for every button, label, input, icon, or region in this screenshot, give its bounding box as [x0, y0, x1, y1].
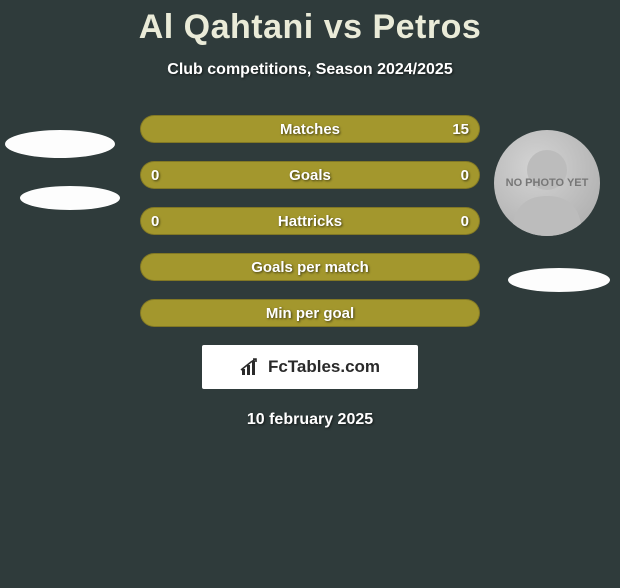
- date-text: 10 february 2025: [0, 411, 620, 429]
- stat-row-matches: Matches 15: [140, 115, 480, 143]
- stat-right-value: 0: [461, 213, 469, 230]
- stat-right-value: 0: [461, 167, 469, 184]
- stat-left-value: 0: [151, 213, 159, 230]
- bar-chart-icon: [240, 357, 262, 377]
- title-player2: Petros: [372, 8, 481, 46]
- stat-row-goals: 0 Goals 0: [140, 161, 480, 189]
- stat-row-hattricks: 0 Hattricks 0: [140, 207, 480, 235]
- fctables-logo: FcTables.com: [202, 345, 418, 389]
- stat-row-goals-per-match: Goals per match: [140, 253, 480, 281]
- stat-label: Matches: [280, 121, 340, 138]
- stat-label: Goals per match: [251, 259, 369, 276]
- avatar-right-text: NO PHOTO YET: [506, 177, 589, 189]
- subtitle: Club competitions, Season 2024/2025: [0, 61, 620, 79]
- title-player1: Al Qahtani: [139, 8, 314, 46]
- stat-label: Goals: [289, 167, 331, 184]
- stat-label: Min per goal: [266, 305, 354, 322]
- logo-text: FcTables.com: [268, 357, 380, 377]
- stat-row-min-per-goal: Min per goal: [140, 299, 480, 327]
- stat-right-value: 15: [452, 121, 469, 138]
- stat-rows: Matches 15 0 Goals 0 0 Hattricks 0 Goals per mat…: [0, 115, 620, 327]
- page-title: Al Qahtani vs Petros: [0, 8, 620, 47]
- title-vs: vs: [324, 8, 363, 46]
- stat-label: Hattricks: [278, 213, 342, 230]
- stat-left-value: 0: [151, 167, 159, 184]
